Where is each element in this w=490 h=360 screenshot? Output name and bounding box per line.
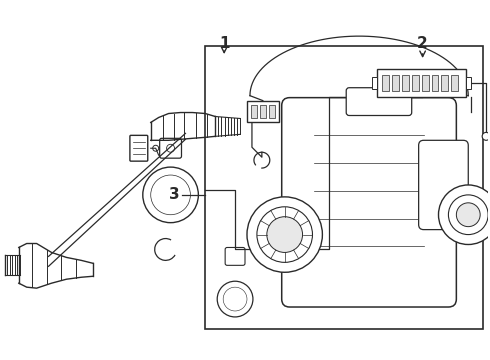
FancyBboxPatch shape bbox=[225, 247, 245, 265]
Text: 3: 3 bbox=[169, 188, 180, 202]
Bar bbox=[441, 75, 448, 91]
Bar bbox=[205, 46, 483, 329]
Bar bbox=[372, 77, 377, 89]
Circle shape bbox=[167, 144, 174, 152]
Circle shape bbox=[439, 185, 490, 244]
Text: 2: 2 bbox=[417, 36, 428, 50]
Circle shape bbox=[343, 291, 355, 303]
Circle shape bbox=[482, 132, 490, 140]
Bar bbox=[466, 77, 471, 89]
Bar bbox=[451, 75, 458, 91]
FancyBboxPatch shape bbox=[282, 98, 456, 307]
FancyBboxPatch shape bbox=[334, 280, 364, 306]
Circle shape bbox=[448, 195, 488, 235]
FancyBboxPatch shape bbox=[346, 88, 412, 116]
Bar bbox=[412, 75, 418, 91]
Circle shape bbox=[267, 217, 302, 252]
Bar bbox=[392, 75, 399, 91]
Circle shape bbox=[456, 203, 480, 227]
Bar bbox=[251, 105, 257, 118]
Bar bbox=[402, 75, 409, 91]
FancyBboxPatch shape bbox=[160, 138, 181, 158]
FancyBboxPatch shape bbox=[416, 268, 441, 290]
FancyBboxPatch shape bbox=[130, 135, 148, 161]
Bar bbox=[269, 105, 275, 118]
Circle shape bbox=[223, 287, 247, 311]
Bar bbox=[260, 105, 266, 118]
Circle shape bbox=[247, 197, 322, 272]
Text: 1: 1 bbox=[219, 36, 229, 50]
Circle shape bbox=[257, 207, 313, 262]
FancyBboxPatch shape bbox=[418, 140, 468, 230]
Bar bbox=[421, 75, 429, 91]
Circle shape bbox=[153, 145, 159, 151]
Bar bbox=[382, 75, 389, 91]
Circle shape bbox=[143, 167, 198, 223]
Circle shape bbox=[151, 175, 191, 215]
Bar bbox=[432, 75, 439, 91]
Bar bbox=[247, 100, 279, 122]
Circle shape bbox=[217, 281, 253, 317]
Bar bbox=[377, 69, 466, 96]
